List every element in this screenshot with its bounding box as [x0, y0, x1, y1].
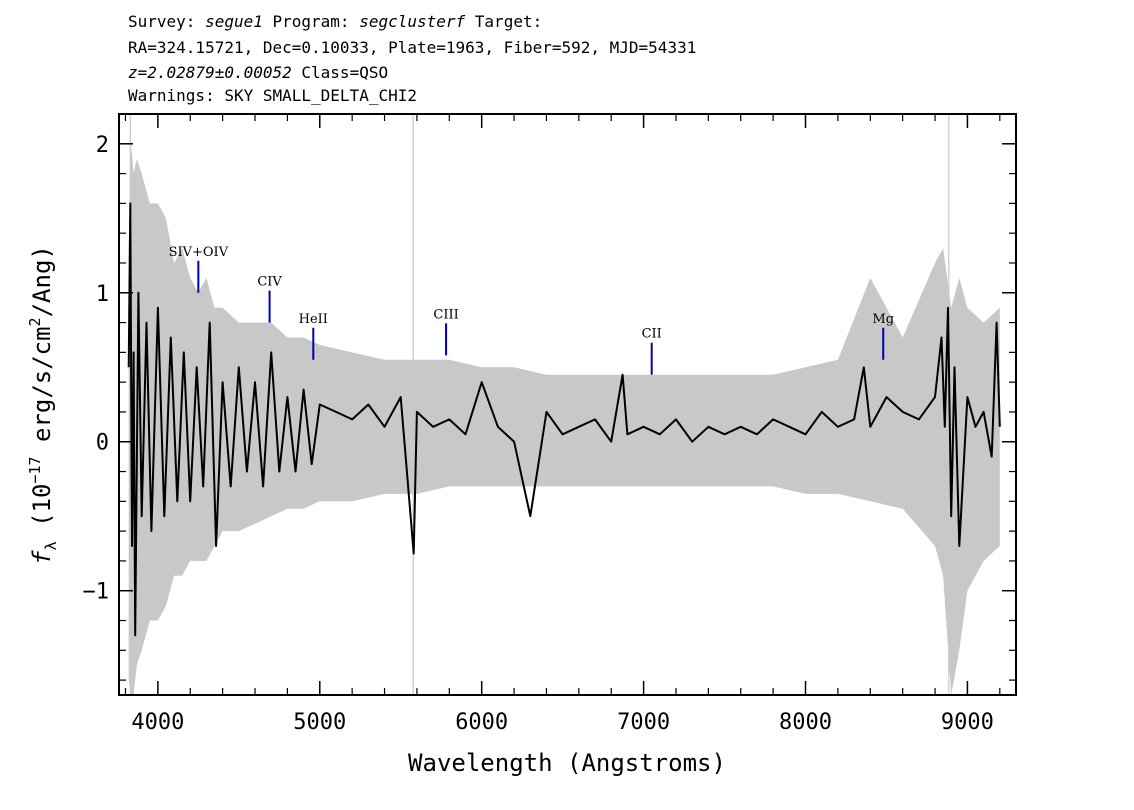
x-tick-label-5: 9000 — [941, 710, 994, 735]
flux-line — [127, 202, 1001, 637]
program-value: segclusterf — [359, 12, 466, 31]
header-line-1: Survey: segue1 Program: segclusterf Targ… — [128, 12, 542, 32]
y-axis-title-exp2: 2 — [26, 317, 44, 326]
emission-lines-layer: SIV+OIV CIV HeII CIII CII Mg — [169, 245, 894, 375]
flux-error-band — [128, 143, 1000, 696]
error-band-layer — [128, 143, 1000, 696]
x-axis-title: Wavelength (Angstroms) — [408, 749, 726, 777]
y-axis-title: fλ (10−17 erg/s/cm2/Ang) — [26, 245, 60, 565]
y-tick-label-3: 2 — [96, 133, 109, 158]
header-warnings: Warnings: SKY SMALL_DELTA_CHI2 — [128, 86, 417, 105]
x-axis-ticks: 4000 5000 6000 7000 8000 9000 — [124, 114, 1001, 735]
y-axis-ticks: −1 0 1 2 — [83, 113, 1016, 681]
emission-label-5: Mg — [872, 312, 894, 327]
y-tick-label-1: 0 — [96, 431, 109, 456]
x-tick-label-3: 7000 — [617, 710, 670, 735]
header-line-2: RA=324.15721, Dec=0.10033, Plate=1963, F… — [128, 38, 697, 57]
emission-label-1: CIV — [257, 275, 282, 290]
header-line-3: z=2.02879±0.00052 Class=QSO — [128, 63, 388, 83]
redshift-value: z=2.02879±0.00052 — [128, 63, 292, 82]
survey-value: segue1 — [205, 12, 263, 31]
plot-frame — [118, 113, 1017, 696]
target-label: Target: — [465, 12, 543, 31]
y-axis-title-pre: (10 — [28, 484, 56, 542]
y-axis-title-sub: λ — [42, 541, 60, 550]
flux-layer — [127, 202, 1001, 637]
survey-label: Survey: — [128, 12, 206, 31]
x-tick-label-4: 8000 — [779, 710, 832, 735]
program-label: Program: — [262, 12, 360, 31]
y-axis-title-mid: erg/s/cm — [28, 326, 56, 456]
y-axis-title-exp: −17 — [26, 456, 44, 483]
x-tick-label-0: 4000 — [131, 710, 184, 735]
y-tick-label-0: −1 — [83, 580, 110, 605]
class-value: Class=QSO — [291, 63, 389, 82]
x-tick-label-1: 5000 — [293, 710, 346, 735]
y-axis-title-f: f — [28, 550, 56, 565]
y-tick-label-2: 1 — [96, 282, 109, 307]
emission-label-4: CII — [642, 327, 662, 342]
x-tick-label-2: 6000 — [455, 710, 508, 735]
emission-label-0: SIV+OIV — [169, 245, 229, 260]
emission-label-3: CIII — [433, 307, 458, 322]
emission-label-2: HeII — [299, 312, 328, 327]
y-axis-title-post: /Ang) — [28, 245, 56, 317]
